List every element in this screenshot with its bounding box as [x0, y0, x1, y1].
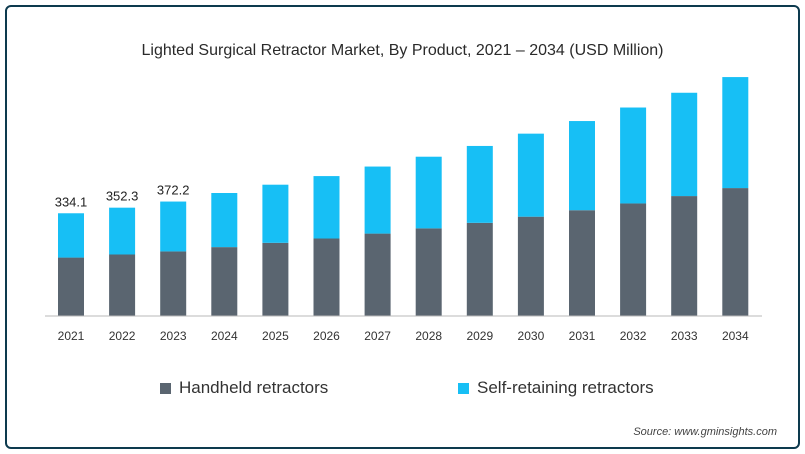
bar-self-retaining-2023 [160, 201, 187, 252]
bar-self-retaining-2031 [569, 121, 595, 211]
bar-handheld-2022 [109, 254, 136, 316]
bar-handheld-2029 [466, 222, 493, 316]
data-label-2021: 334.1 [55, 194, 88, 209]
x-tick-label-2028: 2028 [415, 329, 442, 343]
legend-label-self-retaining: Self-retaining retractors [477, 378, 654, 397]
bar-self-retaining-2033 [671, 92, 698, 197]
bar-handheld-2030 [517, 216, 544, 316]
legend-swatch-self-retaining [458, 382, 469, 394]
bar-self-retaining-2034 [722, 77, 749, 189]
legend: Handheld retractors Self-retaining retra… [0, 378, 805, 402]
bar-handheld-2027 [364, 233, 391, 316]
x-tick-label-2021: 2021 [58, 329, 85, 343]
bar-handheld-2034 [722, 188, 749, 316]
bar-handheld-2024 [211, 247, 238, 316]
x-tick-label-2022: 2022 [109, 329, 136, 343]
x-tick-label-2024: 2024 [211, 329, 238, 343]
bar-self-retaining-2027 [364, 166, 391, 234]
x-tick-label-2032: 2032 [620, 329, 647, 343]
x-tick-label-2026: 2026 [313, 329, 340, 343]
bar-handheld-2026 [313, 238, 340, 316]
bar-handheld-2028 [415, 228, 442, 316]
legend-item-self-retaining: Self-retaining retractors [458, 378, 654, 398]
source-note: Source: www.gminsights.com [633, 426, 777, 438]
bar-self-retaining-2029 [466, 145, 493, 223]
bar-handheld-2032 [620, 203, 647, 316]
bar-self-retaining-2024 [211, 193, 238, 248]
legend-swatch-handheld [160, 382, 171, 394]
x-tick-label-2023: 2023 [160, 329, 187, 343]
bar-handheld-2025 [262, 242, 289, 316]
bar-self-retaining-2032 [620, 107, 647, 204]
legend-label-handheld: Handheld retractors [179, 378, 329, 397]
data-label-2022: 352.3 [106, 189, 139, 204]
bar-self-retaining-2025 [262, 184, 289, 243]
x-tick-label-2034: 2034 [722, 329, 749, 343]
x-tick-label-2025: 2025 [262, 329, 289, 343]
legend-item-handheld: Handheld retractors [160, 378, 328, 398]
x-tick-label-2031: 2031 [569, 329, 596, 343]
bar-handheld-2021 [58, 257, 84, 316]
bar-self-retaining-2022 [109, 207, 136, 255]
bar-handheld-2023 [160, 251, 187, 316]
bar-self-retaining-2026 [313, 176, 340, 239]
x-tick-label-2029: 2029 [466, 329, 493, 343]
x-tick-label-2033: 2033 [671, 329, 698, 343]
bar-handheld-2031 [569, 210, 595, 316]
bar-self-retaining-2030 [517, 133, 544, 217]
bar-handheld-2033 [671, 196, 698, 316]
x-tick-label-2027: 2027 [364, 329, 391, 343]
x-tick-label-2030: 2030 [518, 329, 545, 343]
bar-self-retaining-2028 [415, 156, 442, 229]
data-label-2023: 372.2 [157, 183, 190, 198]
bar-self-retaining-2021 [58, 213, 84, 258]
chart-title: Lighted Surgical Retractor Market, By Pr… [141, 42, 664, 59]
chart-frame [5, 5, 800, 449]
